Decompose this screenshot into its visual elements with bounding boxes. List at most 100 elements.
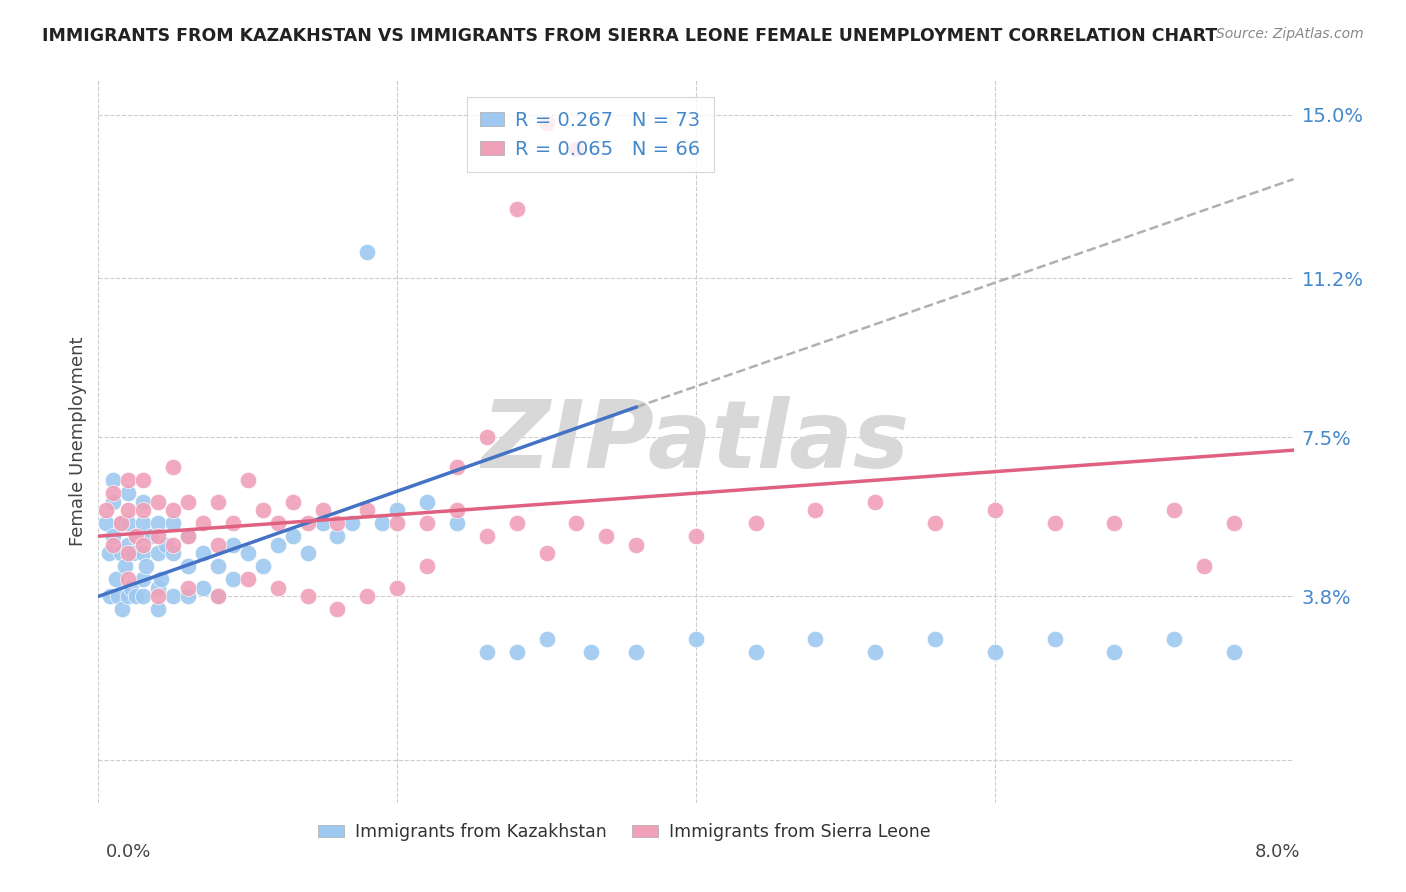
Y-axis label: Female Unemployment: Female Unemployment xyxy=(69,337,87,546)
Point xyxy=(125,529,148,543)
Point xyxy=(110,546,132,560)
Point xyxy=(1104,645,1126,659)
Point xyxy=(191,581,214,595)
Point xyxy=(139,529,162,543)
Point xyxy=(385,581,409,595)
Point xyxy=(1192,559,1215,574)
Point xyxy=(252,559,274,574)
Point xyxy=(125,529,148,543)
Point xyxy=(117,503,139,517)
Point xyxy=(371,516,394,531)
Point xyxy=(162,516,184,531)
Point xyxy=(117,590,139,604)
Point xyxy=(356,590,378,604)
Point xyxy=(626,538,648,552)
Point xyxy=(148,546,170,560)
Point xyxy=(326,516,349,531)
Point xyxy=(311,516,333,531)
Point xyxy=(97,546,120,560)
Point xyxy=(1223,645,1246,659)
Point xyxy=(191,516,214,531)
Point xyxy=(1223,516,1246,531)
Point xyxy=(626,645,648,659)
Point xyxy=(536,116,558,130)
Point xyxy=(207,590,229,604)
Point xyxy=(1043,516,1066,531)
Point xyxy=(117,473,139,487)
Point xyxy=(475,430,498,444)
Point xyxy=(162,546,184,560)
Point xyxy=(105,572,128,586)
Text: ZIPatlas: ZIPatlas xyxy=(482,395,910,488)
Point xyxy=(117,546,139,560)
Point xyxy=(125,590,148,604)
Text: 0.0%: 0.0% xyxy=(105,843,150,861)
Point xyxy=(148,495,170,509)
Text: 8.0%: 8.0% xyxy=(1256,843,1301,861)
Point xyxy=(207,559,229,574)
Point xyxy=(148,581,170,595)
Point xyxy=(103,538,125,552)
Point xyxy=(1043,632,1066,647)
Point xyxy=(148,516,170,531)
Point xyxy=(446,516,468,531)
Point xyxy=(924,516,946,531)
Point xyxy=(132,538,155,552)
Point xyxy=(94,516,117,531)
Point xyxy=(98,590,122,604)
Point xyxy=(385,516,409,531)
Point xyxy=(267,581,290,595)
Point xyxy=(446,503,468,517)
Point xyxy=(132,546,155,560)
Point xyxy=(222,572,245,586)
Point xyxy=(148,529,170,543)
Point xyxy=(804,632,827,647)
Point xyxy=(121,546,143,560)
Point xyxy=(148,590,170,604)
Point xyxy=(475,529,498,543)
Point xyxy=(132,503,155,517)
Point xyxy=(148,602,170,616)
Point xyxy=(565,142,588,156)
Point xyxy=(162,590,184,604)
Point xyxy=(281,529,304,543)
Point xyxy=(162,460,184,475)
Point xyxy=(281,495,304,509)
Point xyxy=(177,559,200,574)
Point xyxy=(135,559,157,574)
Point xyxy=(446,460,468,475)
Point xyxy=(1163,503,1185,517)
Point xyxy=(685,529,707,543)
Point xyxy=(117,538,139,552)
Point xyxy=(326,602,349,616)
Point xyxy=(267,516,290,531)
Point xyxy=(356,503,378,517)
Point xyxy=(207,495,229,509)
Point xyxy=(416,559,439,574)
Point xyxy=(120,581,142,595)
Point xyxy=(103,486,125,500)
Point xyxy=(297,590,319,604)
Point xyxy=(342,516,364,531)
Point xyxy=(745,516,768,531)
Point xyxy=(117,572,139,586)
Point xyxy=(177,495,200,509)
Point xyxy=(110,516,132,531)
Point xyxy=(924,632,946,647)
Point xyxy=(506,516,529,531)
Point xyxy=(565,516,588,531)
Point xyxy=(207,590,229,604)
Text: IMMIGRANTS FROM KAZAKHSTAN VS IMMIGRANTS FROM SIERRA LEONE FEMALE UNEMPLOYMENT C: IMMIGRANTS FROM KAZAKHSTAN VS IMMIGRANTS… xyxy=(42,27,1218,45)
Point xyxy=(132,572,155,586)
Point xyxy=(1104,516,1126,531)
Point xyxy=(222,516,245,531)
Point xyxy=(581,645,603,659)
Point xyxy=(297,546,319,560)
Point xyxy=(117,486,139,500)
Point xyxy=(865,495,887,509)
Point xyxy=(865,645,887,659)
Point xyxy=(356,245,378,260)
Point xyxy=(132,516,155,531)
Point xyxy=(326,529,349,543)
Point xyxy=(117,516,139,531)
